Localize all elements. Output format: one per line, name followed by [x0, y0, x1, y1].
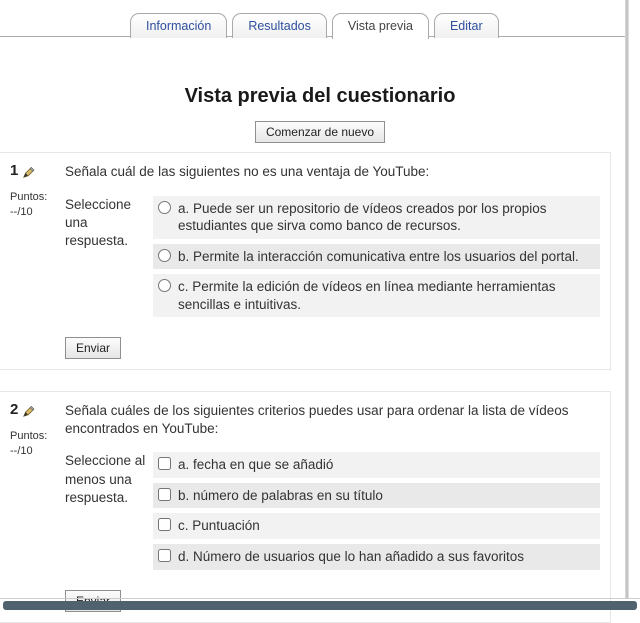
question-2: 2 Puntos: --/10 Señala cuáles de los sig…: [0, 391, 611, 623]
option-row[interactable]: b. número de palabras en su título: [153, 482, 600, 509]
tab-vista-previa[interactable]: Vista previa: [331, 13, 429, 39]
answer-prompt: Seleccione una respuesta.: [65, 196, 132, 248]
option-label: a. fecha en que se añadió: [178, 457, 334, 473]
window-bottom-bar: [3, 601, 637, 610]
option-label: b. Permite la interacción comunicativa e…: [178, 248, 579, 264]
tab-editar[interactable]: Editar: [433, 13, 499, 38]
option-label: b. número de palabras en su título: [178, 487, 383, 503]
question-1-info: 1 Puntos: --/10: [8, 162, 65, 359]
answer-prompt: Seleccione al menos una respuesta.: [65, 453, 146, 505]
points-label: Puntos:: [10, 430, 48, 443]
option-row[interactable]: a. Puede ser un repositorio de vídeos cr…: [153, 195, 600, 239]
option-radio[interactable]: [158, 279, 171, 293]
option-checkbox[interactable]: [158, 518, 171, 532]
edit-question-icon[interactable]: [23, 404, 35, 417]
question-number: 2: [10, 401, 19, 419]
option-checkbox[interactable]: [158, 549, 171, 563]
window-right-edge: [625, 0, 629, 598]
option-row[interactable]: b. Permite la interacción comunicativa e…: [153, 243, 600, 270]
option-radio[interactable]: [158, 200, 171, 214]
option-radio[interactable]: [158, 248, 171, 262]
question-number: 1: [10, 162, 19, 179]
points-value: --/10: [10, 445, 33, 458]
points-label: Puntos:: [10, 191, 48, 203]
option-checkbox[interactable]: [158, 457, 171, 471]
restart-quiz-button[interactable]: Comenzar de nuevo: [254, 121, 386, 143]
tab-bar: Información Resultados Vista previa Edit…: [0, 0, 640, 39]
options-list: a. fecha en que se añadió b. número de p…: [153, 452, 600, 574]
option-row[interactable]: d. Número de usuarios que lo han añadido…: [153, 544, 600, 570]
tab-resultados[interactable]: Resultados: [232, 13, 327, 38]
option-label: c. Puntuación: [178, 518, 260, 534]
question-2-info: 2 Puntos: --/10: [8, 401, 65, 611]
edit-question-icon[interactable]: [23, 165, 35, 178]
question-text: Señala cuál de las siguientes no es una …: [65, 164, 430, 179]
submit-button[interactable]: Enviar: [65, 337, 122, 360]
option-row[interactable]: c. Puntuación: [153, 513, 600, 540]
option-checkbox[interactable]: [158, 487, 171, 501]
option-row[interactable]: c. Permite la edición de vídeos en línea…: [153, 274, 600, 318]
question-1: 1 Puntos: --/10 Señala cuál de las sigui…: [0, 152, 611, 371]
question-text: Señala cuáles de los siguientes criterio…: [65, 403, 569, 436]
option-label: a. Puede ser un repositorio de vídeos cr…: [178, 200, 547, 234]
options-list: a. Puede ser un repositorio de vídeos cr…: [153, 195, 600, 323]
points-value: --/10: [10, 205, 33, 218]
window-bottom-divider: [0, 598, 640, 599]
option-label: d. Número de usuarios que lo han añadido…: [178, 549, 524, 565]
tab-informacion[interactable]: Información: [130, 13, 228, 38]
option-row[interactable]: a. fecha en que se añadió: [153, 452, 600, 478]
page-title: Vista previa del cuestionario: [184, 85, 456, 107]
option-label: c. Permite la edición de vídeos en línea…: [178, 279, 556, 312]
